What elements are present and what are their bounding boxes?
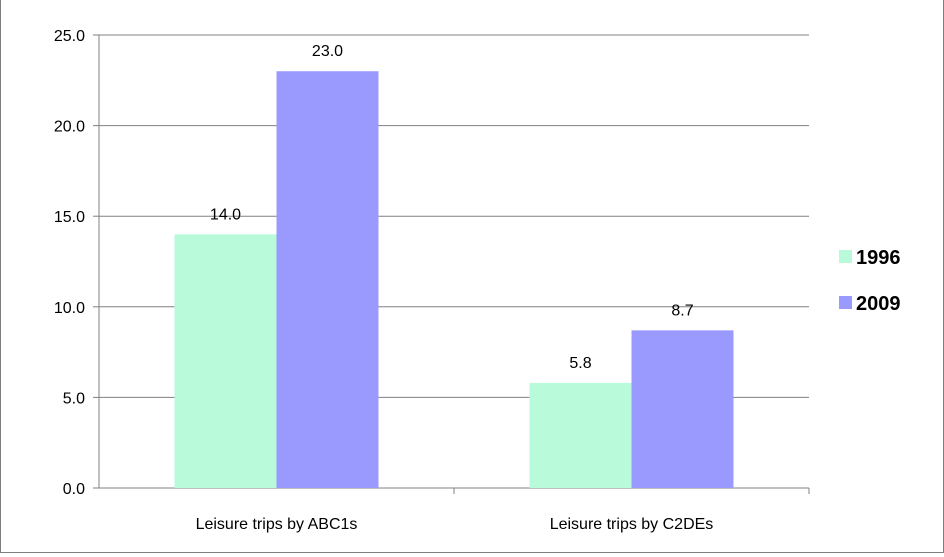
bar-1996-2 <box>529 382 632 488</box>
legend: 1996 2009 <box>839 247 901 315</box>
legend-label-1996: 1996 <box>856 247 901 269</box>
bar-1996-1 <box>174 234 277 488</box>
bar-2009-1 <box>276 71 379 489</box>
bars <box>174 71 734 489</box>
data-label: 23.0 <box>312 43 343 60</box>
y-tick-label: 25.0 <box>54 28 85 45</box>
x-tick-label: Leisure trips by ABC1s <box>196 516 358 533</box>
data-labels: 14.0 23.0 5.8 8.7 <box>210 43 694 372</box>
y-tick-label: 5.0 <box>63 390 85 407</box>
legend-label-2009: 2009 <box>856 293 901 315</box>
y-tick-label: 15.0 <box>54 209 85 226</box>
y-tick-label: 20.0 <box>54 119 85 136</box>
data-label: 5.8 <box>569 355 591 372</box>
chart-title <box>1 0 944 13</box>
bar-2009-2 <box>631 330 734 488</box>
x-axis-labels: Leisure trips by ABC1s Leisure trips by C… <box>196 516 714 533</box>
y-axis-ticks: 0.0 5.0 10.0 15.0 20.0 25.0 <box>54 28 99 498</box>
y-tick-label: 10.0 <box>54 300 85 317</box>
legend-swatch-2009 <box>839 296 852 309</box>
data-label: 14.0 <box>210 206 241 223</box>
legend-swatch-1996 <box>839 250 852 263</box>
y-tick-label: 0.0 <box>63 481 85 498</box>
x-tick-label: Leisure trips by C2DEs <box>550 516 714 533</box>
data-label: 8.7 <box>671 302 693 319</box>
